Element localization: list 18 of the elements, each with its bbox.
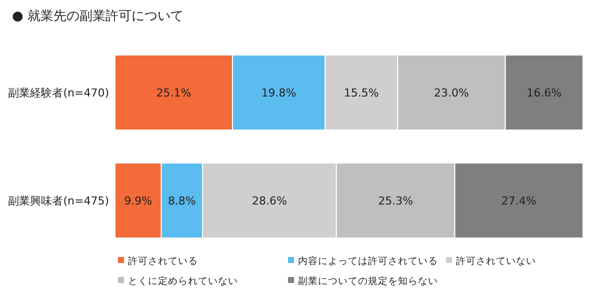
legend-label: 許可されている <box>128 255 198 267</box>
legend-label: 内容によっては許可されている <box>298 255 438 267</box>
legend-label: とくに定められていない <box>128 275 238 287</box>
data-label: 25.3% <box>378 194 414 208</box>
y-tick-label: 副業興味者(n=475) <box>8 194 109 208</box>
data-label: 25.1% <box>156 86 192 100</box>
data-label: 8.8% <box>168 194 196 208</box>
legend-label: 副業についての規定を知らない <box>298 275 438 287</box>
data-label: 16.6% <box>526 86 562 100</box>
legend-label: 許可されていない <box>456 255 536 267</box>
data-label: 9.9% <box>124 194 152 208</box>
y-tick-label: 副業経験者(n=470) <box>8 86 109 100</box>
data-label: 23.0% <box>434 86 469 100</box>
title: ● 就業先の副業許可について <box>12 9 184 24</box>
data-label: 15.5% <box>344 86 379 100</box>
data-label: 28.6% <box>252 194 287 208</box>
data-label: 19.8% <box>261 86 296 100</box>
data-label: 27.4% <box>501 194 536 208</box>
